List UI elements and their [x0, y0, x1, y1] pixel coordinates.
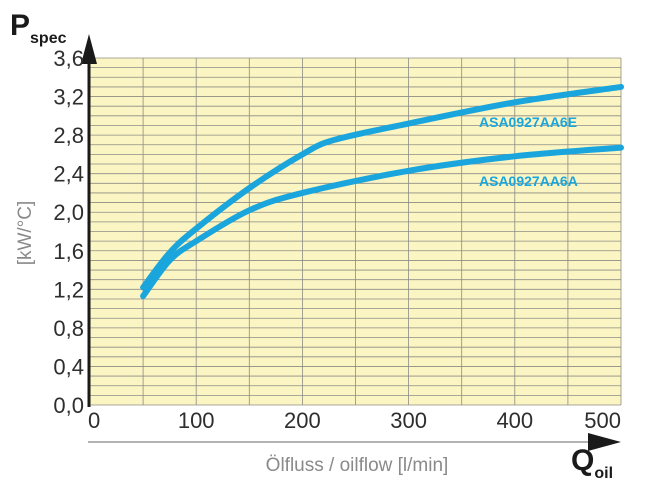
- y-tick-label: 2,0: [53, 200, 84, 225]
- y-tick-label: 1,6: [53, 239, 84, 264]
- y-axis-arrow: [81, 34, 97, 64]
- x-tick-label: 200: [284, 408, 321, 433]
- x-tick-label: 0: [88, 408, 100, 433]
- series-label-1: ASA0927AA6E: [479, 114, 577, 130]
- x-axis-arrow: [588, 433, 621, 451]
- series-labels: ASA0927AA6E ASA0927AA6A: [479, 114, 578, 189]
- series-line-2: [140, 144, 624, 300]
- y-axis-title: [kW/°C]: [15, 201, 36, 266]
- y-tick-labels: 0,0 0,4 0,8 1,2 1,6 2,0 2,4 2,8 3,2 3,6: [53, 46, 84, 418]
- y-axis-symbol: Pspec: [10, 9, 67, 47]
- series-lines: [140, 83, 624, 300]
- axes: [81, 34, 621, 451]
- x-tick-label: 300: [390, 408, 427, 433]
- y-tick-label: 3,2: [53, 85, 84, 110]
- x-tick-label: 400: [496, 408, 533, 433]
- x-axis-symbol: Qoil: [571, 444, 613, 481]
- y-tick-label: 0,8: [53, 316, 84, 341]
- series-label-2: ASA0927AA6A: [479, 173, 578, 189]
- x-tick-labels: 0 100 200 300 400 500: [88, 408, 621, 433]
- y-tick-label: 2,4: [53, 162, 84, 187]
- grid: [89, 57, 622, 406]
- y-tick-label: 0,0: [53, 393, 84, 418]
- x-tick-label: 500: [584, 408, 621, 433]
- x-tick-label: 100: [178, 408, 215, 433]
- y-tick-label: 0,4: [53, 354, 84, 379]
- x-axis-title: Ölfluss / oilflow [l/min]: [266, 455, 449, 476]
- y-tick-label: 3,6: [53, 46, 84, 71]
- y-tick-label: 1,2: [53, 277, 84, 302]
- y-tick-label: 2,8: [53, 123, 84, 148]
- series-line-1: [140, 83, 624, 291]
